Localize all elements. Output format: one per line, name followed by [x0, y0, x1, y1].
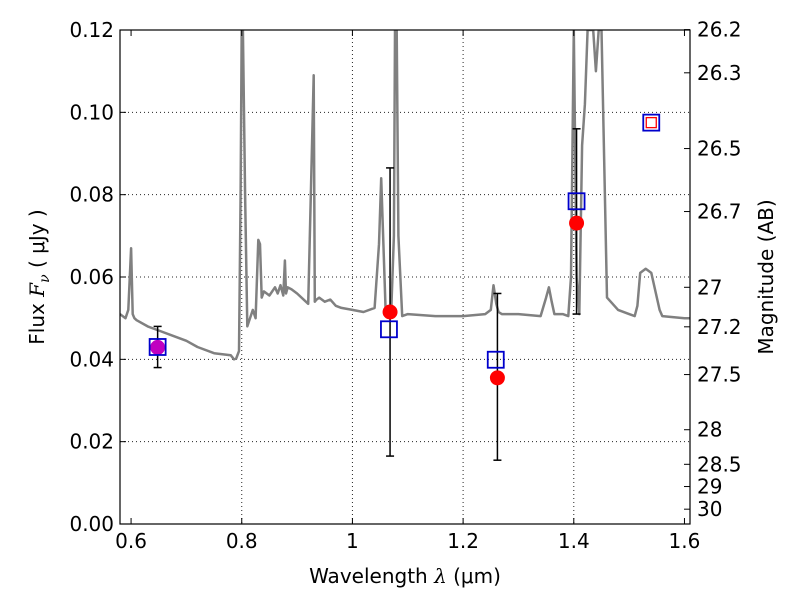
plot-area	[120, 30, 690, 361]
y2-tick-label: 26.3	[697, 61, 742, 85]
data-point-observed	[489, 370, 505, 386]
data-point-synthetic	[486, 350, 505, 369]
y-axis-label-subscript: ν	[37, 274, 53, 283]
y-axis-label-symbol: F	[25, 282, 49, 298]
y2-axis-label: Magnitude (AB)	[754, 199, 778, 354]
y2-tick-label: 26.2	[697, 18, 742, 42]
axis-ticks: 0.6 0.8 1 1.2 1.4 1.6 0.00 0.02 0.04 0.06 0.08 0.10…	[69, 18, 741, 553]
x-axis-label: Wavelength λ (μm)	[309, 564, 501, 588]
data-point-observed	[150, 339, 166, 355]
series-line-model-spectrum	[120, 30, 690, 361]
markers	[148, 113, 661, 461]
x-tick-label: 1.6	[669, 529, 701, 553]
y2-tick-label: 28	[697, 418, 722, 442]
x-tick-label: 1.2	[447, 529, 479, 553]
x-tick-label: 0.6	[115, 529, 147, 553]
data-point-observed	[382, 304, 398, 320]
x-axis-label-symbol: λ	[433, 564, 447, 588]
y2-tick-label: 27	[697, 275, 722, 299]
x-tick-label: 0.8	[226, 529, 258, 553]
data-point-synthetic	[380, 320, 398, 339]
x-axis-label-text: Wavelength	[309, 564, 428, 588]
x-tick-label: 1.4	[558, 529, 590, 553]
y2-tick-label: 26.7	[697, 200, 742, 224]
data-point-synthetic	[642, 113, 661, 132]
y-axis-label-unit: ( μJy )	[25, 209, 49, 268]
y2-tick-label: 27.2	[697, 315, 742, 339]
y-tick-label: 0.06	[69, 265, 114, 289]
y2-tick-label: 30	[697, 497, 722, 521]
y-tick-label: 0.10	[69, 100, 114, 124]
y2-tick-label: 28.5	[697, 452, 742, 476]
y-tick-label: 0.02	[69, 430, 114, 454]
data-point-extra	[645, 116, 657, 129]
data-point-synthetic	[567, 192, 586, 211]
y2-tick-label: 27.5	[697, 363, 742, 387]
grid-lines	[120, 30, 690, 524]
y-axis-label-text: Flux	[25, 303, 49, 345]
x-tick-label: 1	[346, 529, 359, 553]
data-point-synthetic	[148, 338, 167, 356]
x-axis-label-unit: (μm)	[453, 564, 501, 588]
y-tick-label: 0.12	[69, 18, 114, 42]
y-tick-label: 0.00	[69, 512, 114, 536]
y-tick-label: 0.04	[69, 347, 114, 371]
y-tick-label: 0.08	[69, 183, 114, 207]
y-axis-label: Flux Fν ( μJy )	[25, 209, 53, 344]
data-point-observed	[569, 215, 585, 231]
y2-tick-label: 26.5	[697, 137, 742, 161]
y2-tick-label: 29	[697, 475, 722, 499]
